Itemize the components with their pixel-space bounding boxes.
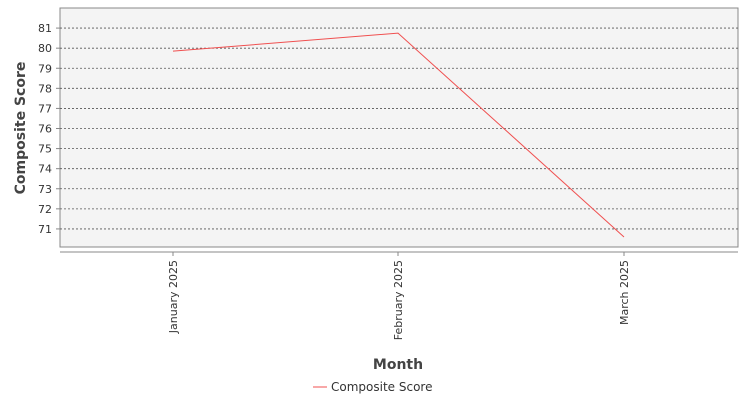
y-axis-title: Composite Score <box>13 62 29 195</box>
y-axis-ticks: 71 72 73 74 75 76 77 78 79 80 81 <box>38 22 60 236</box>
y-tick-label-80: 80 <box>38 42 52 55</box>
legend-label: Composite Score <box>331 380 432 394</box>
gridlines <box>60 27 738 230</box>
y-tick-label-72: 72 <box>38 203 52 216</box>
y-tick-label-81: 81 <box>38 22 52 35</box>
series <box>172 32 625 238</box>
y-tick-label-79: 79 <box>38 62 52 75</box>
y-tick-label-71: 71 <box>38 223 52 236</box>
y-tick-label-75: 75 <box>38 143 52 156</box>
x-axis-title: Month <box>373 357 423 373</box>
y-tick-label-78: 78 <box>38 82 52 95</box>
plot-area <box>59 7 739 248</box>
y-tick-label-77: 77 <box>38 102 52 115</box>
x-tick-label-1: February 2025 <box>392 260 405 340</box>
x-tick-label-2: March 2025 <box>618 260 631 325</box>
x-axis-ticks: January 2025 February 2025 March 2025 <box>167 252 631 340</box>
y-tick-label-73: 73 <box>38 183 52 196</box>
series-line-0 <box>172 32 625 238</box>
y-tick-label-74: 74 <box>38 163 52 176</box>
x-tick-label-0: January 2025 <box>167 260 180 334</box>
legend: Composite Score <box>313 380 432 394</box>
y-tick-label-76: 76 <box>38 123 52 136</box>
